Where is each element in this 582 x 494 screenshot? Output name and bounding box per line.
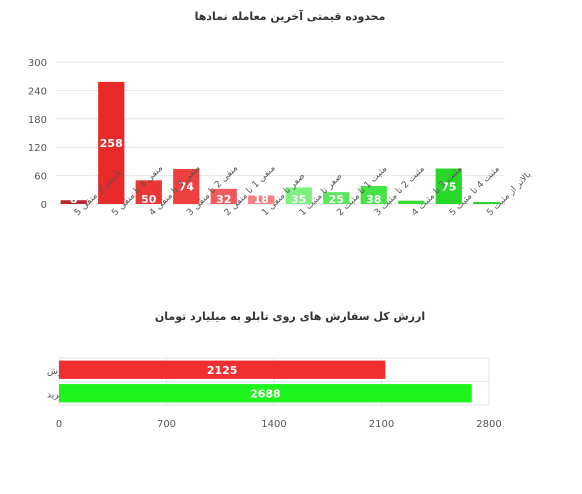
bar-value-label: 2125 (207, 364, 238, 377)
bar-value-label: 74 (179, 180, 195, 193)
bar[interactable] (135, 180, 162, 204)
bar[interactable] (473, 202, 500, 204)
y-category-label: خرید (47, 390, 65, 400)
bar-value-label: 18 (254, 193, 269, 206)
bar[interactable] (398, 200, 425, 204)
bar-value-label: 8 (70, 193, 78, 206)
bar-value-label: 38 (366, 193, 381, 206)
bar-value-label: 75 (441, 180, 456, 193)
bar-value-label: 258 (100, 137, 123, 150)
bar[interactable] (98, 81, 125, 204)
bar[interactable] (60, 200, 87, 204)
y-tick-label: 60 (34, 172, 47, 183)
y-tick-label: 180 (28, 115, 47, 126)
bar[interactable] (248, 195, 275, 204)
y-tick-label: 300 (28, 58, 47, 69)
bar[interactable] (360, 186, 387, 204)
y-tick-label: 120 (28, 143, 47, 154)
chart-title: ارزش کل سفارش های روی تابلو به میلیارد ت… (155, 310, 425, 323)
bar[interactable] (285, 187, 312, 204)
x-tick-label: 1400 (261, 419, 286, 430)
x-tick-label: 700 (157, 419, 176, 430)
chart-title: محدوده قیمتی آخرین معامله نمادها (195, 9, 386, 23)
x-tick-label: 0 (56, 419, 62, 430)
bar[interactable] (59, 384, 472, 403)
bar-value-label: 35 (291, 193, 306, 206)
bar[interactable] (210, 188, 237, 204)
bar[interactable] (173, 168, 200, 204)
y-tick-label: 240 (28, 86, 47, 97)
order-value-horizontal-bar-chart: ارزش کل سفارش های روی تابلو به میلیارد ت… (47, 310, 502, 430)
bar-value-label: 25 (329, 193, 344, 206)
x-tick-label: 2100 (369, 419, 394, 430)
bar-value-label: 32 (216, 193, 231, 206)
x-tick-label: 2800 (476, 419, 501, 430)
price-range-bar-chart: محدوده قیمتی آخرین معامله نمادها 0 60 120 1… (28, 9, 534, 218)
y-tick-label: 0 (41, 200, 47, 211)
bar-value-label: 2688 (250, 387, 281, 400)
bar[interactable] (323, 192, 350, 204)
bar[interactable] (59, 360, 386, 379)
bar-value-label: 50 (141, 193, 157, 206)
bar[interactable] (435, 168, 462, 205)
